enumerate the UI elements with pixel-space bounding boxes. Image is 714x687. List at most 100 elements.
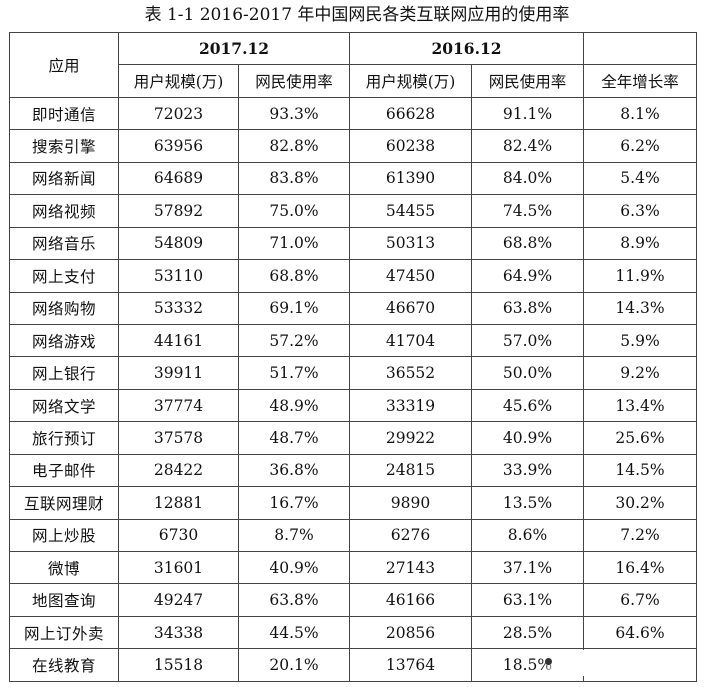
table-row: 微博 31601 40.9% 27143 37.1% 16.4%	[9, 550, 697, 585]
users-2016-cell: 36552	[349, 356, 472, 390]
rate-2016-cell: 84.0%	[471, 161, 584, 196]
header-app: 应用	[9, 32, 119, 98]
users-2016-cell: 13764	[349, 648, 472, 682]
table-row: 地图查询 49247 63.8% 46166 63.1% 6.7%	[9, 583, 697, 617]
table-row: 电子邮件 28422 36.8% 24815 33.9% 14.5%	[9, 453, 697, 488]
growth-cell: 5.4%	[583, 161, 697, 196]
rate-2017-cell: 44.5%	[238, 615, 350, 650]
rate-2017-cell: 40.9%	[238, 550, 350, 585]
header-period-blank	[583, 31, 697, 66]
rate-2017-cell: 93.3%	[238, 96, 350, 131]
growth-cell: 6.2%	[583, 129, 697, 163]
table-row: 网上订外卖 34338 44.5% 20856 28.5% 64.6%	[9, 615, 697, 650]
header-users-2017: 用户规模(万)	[118, 64, 239, 98]
app-name-cell: 网上银行	[9, 356, 119, 390]
rate-2017-cell: 71.0%	[238, 226, 350, 261]
rate-2017-cell: 63.8%	[238, 583, 350, 617]
growth-cell: 14.5%	[583, 453, 697, 488]
rate-2016-cell: 64.9%	[471, 259, 584, 293]
rate-2016-cell: 33.9%	[471, 453, 584, 488]
rate-2017-cell: 16.7%	[238, 486, 350, 520]
table-row: 在线教育 15518 20.1% 13764 18.5%	[9, 648, 697, 682]
users-2016-cell: 47450	[349, 259, 472, 293]
usage-table: 应用 2017.12 2016.12 用户规模(万) 网民使用率 用户规模(万)…	[9, 31, 697, 682]
table-row: 网上银行 39911 51.7% 36552 50.0% 9.2%	[9, 356, 697, 390]
users-2017-cell: 72023	[118, 96, 239, 131]
app-name-cell: 即时通信	[9, 96, 119, 131]
users-2017-cell: 63956	[118, 129, 239, 163]
table-row: 网络文学 37774 48.9% 33319 45.6% 13.4%	[9, 388, 697, 423]
app-name-cell: 网络视频	[9, 194, 119, 228]
app-name-cell: 网络购物	[9, 291, 119, 325]
rate-2016-cell: 50.0%	[471, 356, 584, 390]
growth-cell: 8.1%	[583, 96, 697, 131]
app-name-cell: 在线教育	[9, 648, 119, 682]
table-row: 网络购物 53332 69.1% 46670 63.8% 14.3%	[9, 291, 697, 325]
users-2016-cell: 54455	[349, 194, 472, 228]
users-2017-cell: 39911	[118, 356, 239, 390]
users-2016-cell: 66628	[349, 96, 472, 131]
users-2017-cell: 15518	[118, 648, 239, 682]
growth-cell: 64.6%	[583, 615, 697, 650]
rate-2017-cell: 75.0%	[238, 194, 350, 228]
growth-cell: 30.2%	[583, 486, 697, 520]
header-row-periods: 应用 2017.12 2016.12	[9, 31, 697, 98]
rate-2016-cell: 28.5%	[471, 615, 584, 650]
app-name-cell: 网上炒股	[9, 518, 119, 553]
rate-2016-cell: 91.1%	[471, 96, 584, 131]
header-rate-2017: 网民使用率	[238, 64, 350, 98]
users-2016-cell: 9890	[349, 486, 472, 520]
header-rate-2016: 网民使用率	[471, 64, 584, 98]
users-2016-cell: 6276	[349, 518, 472, 553]
growth-cell: 25.6%	[583, 421, 697, 455]
rate-2017-cell: 20.1%	[238, 648, 350, 682]
header-growth: 全年增长率	[583, 64, 697, 98]
app-name-cell: 网上支付	[9, 259, 119, 293]
users-2016-cell: 20856	[349, 615, 472, 650]
users-2016-cell: 61390	[349, 161, 472, 196]
rate-2016-cell: 57.0%	[471, 323, 584, 358]
rate-2016-cell: 63.8%	[471, 291, 584, 325]
users-2016-cell: 46166	[349, 583, 472, 617]
growth-cell: 6.7%	[583, 583, 697, 617]
header-period-2016: 2016.12	[349, 31, 584, 66]
app-name-cell: 网络游戏	[9, 323, 119, 358]
table-row: 互联网理财 12881 16.7% 9890 13.5% 30.2%	[9, 486, 697, 520]
growth-cell: 8.9%	[583, 226, 697, 261]
growth-cell: 11.9%	[583, 259, 697, 293]
users-2017-cell: 64689	[118, 161, 239, 196]
app-name-cell: 搜索引擎	[9, 129, 119, 163]
growth-cell: 5.9%	[583, 323, 697, 358]
rate-2017-cell: 68.8%	[238, 259, 350, 293]
rate-2016-cell: 74.5%	[471, 194, 584, 228]
users-2017-cell: 28422	[118, 453, 239, 488]
users-2017-cell: 53332	[118, 291, 239, 325]
growth-cell: 9.2%	[583, 356, 697, 390]
users-2017-cell: 57892	[118, 194, 239, 228]
users-2017-cell: 37578	[118, 421, 239, 455]
header-row-metrics: 用户规模(万) 网民使用率 用户规模(万) 网民使用率 全年增长率	[10, 64, 697, 98]
rate-2016-cell: 63.1%	[471, 583, 584, 617]
rate-2017-cell: 48.9%	[238, 388, 350, 423]
app-name-cell: 网上订外卖	[9, 615, 119, 650]
rate-2017-cell: 83.8%	[238, 161, 350, 196]
rate-2017-cell: 57.2%	[238, 323, 350, 358]
growth-cell: 16.4%	[583, 550, 697, 585]
rate-2017-cell: 51.7%	[238, 356, 350, 390]
rate-2017-cell: 48.7%	[238, 421, 350, 455]
rate-2016-cell: 45.6%	[471, 388, 584, 423]
rate-2017-cell: 69.1%	[238, 291, 350, 325]
growth-cell: 7.2%	[583, 518, 697, 553]
app-name-cell: 网络音乐	[9, 226, 119, 261]
header-users-2016: 用户规模(万)	[349, 64, 472, 98]
growth-cell: 14.3%	[583, 291, 697, 325]
rate-2016-cell: 68.8%	[471, 226, 584, 261]
app-name-cell: 互联网理财	[9, 486, 119, 520]
users-2017-cell: 34338	[118, 615, 239, 650]
rate-2017-cell: 36.8%	[238, 453, 350, 488]
scan-smudge-dot	[545, 658, 552, 665]
table-row: 网上支付 53110 68.8% 47450 64.9% 11.9%	[9, 259, 697, 293]
table-row: 即时通信 72023 93.3% 66628 91.1% 8.1%	[9, 96, 697, 131]
scan-smudge	[540, 650, 620, 676]
table-row: 网络音乐 54809 71.0% 50313 68.8% 8.9%	[9, 226, 697, 261]
